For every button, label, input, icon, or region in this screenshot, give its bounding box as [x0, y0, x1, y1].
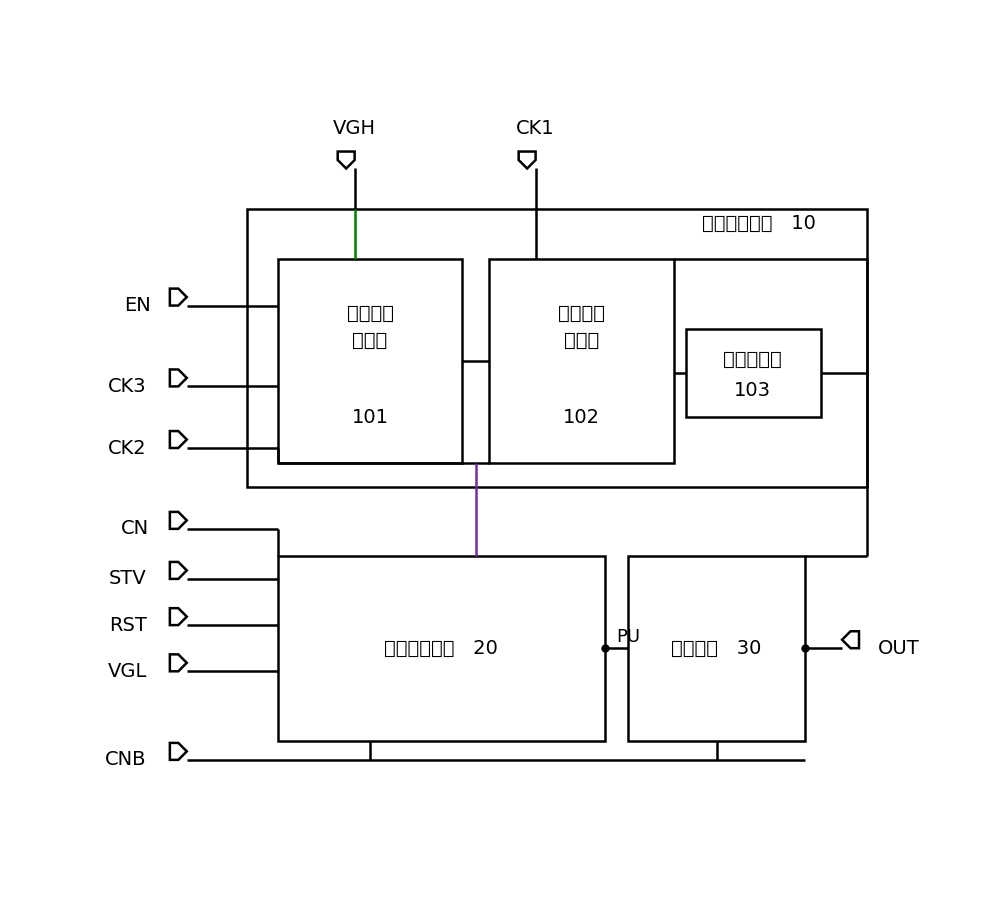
Polygon shape [170, 369, 187, 387]
Polygon shape [170, 512, 187, 529]
Polygon shape [170, 562, 187, 579]
Text: RST: RST [109, 615, 147, 634]
Text: 输出控制模块   20: 输出控制模块 20 [384, 639, 498, 658]
Text: VGH: VGH [333, 119, 376, 138]
Text: CN: CN [121, 520, 149, 539]
Polygon shape [519, 152, 536, 168]
Polygon shape [338, 152, 355, 168]
Text: 子模块: 子模块 [564, 330, 599, 349]
Text: PU: PU [616, 628, 641, 646]
Bar [278, 556, 605, 741]
Text: 反相子模块: 反相子模块 [723, 350, 782, 369]
Text: EN: EN [124, 296, 151, 315]
Text: 102: 102 [563, 408, 600, 427]
Text: OUT: OUT [878, 639, 920, 658]
Text: 第二控制: 第二控制 [558, 304, 605, 323]
Polygon shape [842, 632, 859, 648]
Bar [489, 259, 674, 463]
Text: 103: 103 [734, 380, 771, 399]
Text: VGL: VGL [107, 662, 147, 681]
Polygon shape [170, 743, 187, 760]
Text: 输出模块   30: 输出模块 30 [671, 639, 762, 658]
Text: CK2: CK2 [108, 439, 147, 458]
Bar [686, 329, 820, 417]
Polygon shape [170, 431, 187, 448]
Text: 101: 101 [352, 408, 389, 427]
Text: CK1: CK1 [516, 119, 555, 138]
Text: 子模块: 子模块 [352, 330, 388, 349]
Text: 时逃控制模块   10: 时逃控制模块 10 [702, 214, 816, 233]
Text: 第一控制: 第一控制 [347, 304, 394, 323]
Polygon shape [170, 288, 187, 306]
Bar [628, 556, 805, 741]
Bar [278, 259, 462, 463]
Bar [247, 209, 867, 487]
Text: CNB: CNB [105, 751, 147, 769]
Text: CK3: CK3 [108, 377, 147, 396]
Polygon shape [170, 654, 187, 672]
Polygon shape [170, 608, 187, 625]
Text: STV: STV [109, 570, 147, 589]
